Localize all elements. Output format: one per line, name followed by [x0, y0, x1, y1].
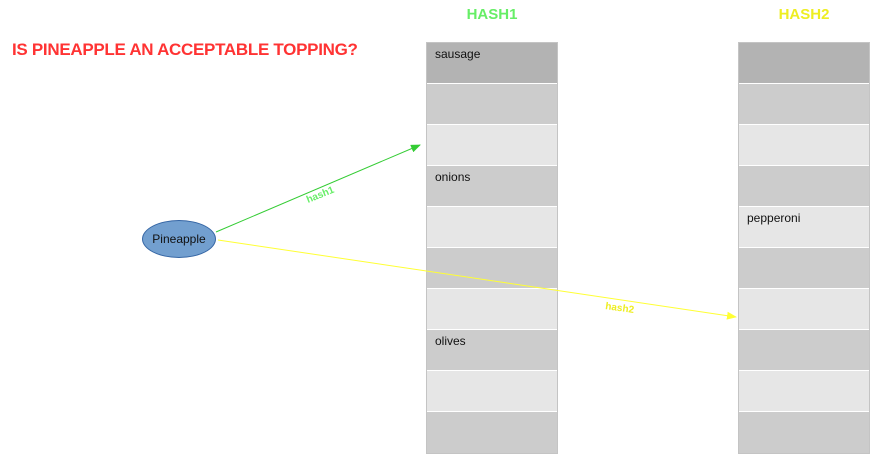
hash1-edge-label: hash1 [305, 185, 336, 206]
hash1-slot [427, 207, 557, 248]
hash1-slot [427, 412, 557, 453]
hash1-slot [427, 371, 557, 412]
hash1-slot [427, 125, 557, 166]
diagram-title: IS PINEAPPLE AN ACCEPTABLE TOPPING? [12, 40, 358, 59]
hash2-slot [739, 125, 869, 166]
hash2-slot [739, 84, 869, 125]
hash1-slot: sausage [427, 43, 557, 84]
hash2-edge-label: hash2 [605, 301, 636, 316]
hash2-slot: pepperoni [739, 207, 869, 248]
hash2-slot [739, 330, 869, 371]
hash1-slot [427, 248, 557, 289]
hash2-table: pepperoni [738, 42, 870, 454]
pineapple-node[interactable]: Pineapple [142, 220, 216, 258]
hash2-slot [739, 412, 869, 453]
hash2-slot [739, 43, 869, 84]
hash1-slot: olives [427, 330, 557, 371]
hash1-slot: onions [427, 166, 557, 207]
pineapple-node-label: Pineapple [152, 232, 206, 246]
hash2-slot [739, 289, 869, 330]
hash2-slot [739, 371, 869, 412]
hash2-slot [739, 166, 869, 207]
hash1-edge [215, 144, 421, 233]
hash2-slot [739, 248, 869, 289]
hash1-heading: HASH1 [466, 6, 518, 23]
hash1-slot [427, 289, 557, 330]
hash2-heading: HASH2 [778, 6, 830, 23]
hash1-table: sausage onions olives [426, 42, 558, 454]
hash1-slot [427, 84, 557, 125]
